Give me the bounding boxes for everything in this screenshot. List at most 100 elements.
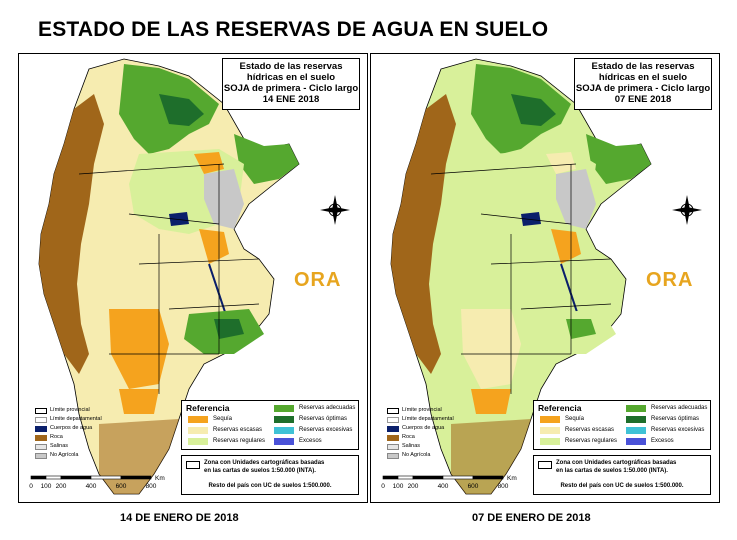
province-lines	[78, 163, 260, 394]
zona-rest: Resto del país con UC de suelos 1:500.00…	[560, 483, 684, 489]
legend-swatch	[35, 407, 47, 414]
optimas-pampa	[566, 319, 596, 339]
compass-icon	[672, 195, 702, 225]
lake-mar-chiquita	[169, 212, 189, 226]
zona-box: Zona con Unidades cartográficas basadas e…	[533, 455, 711, 495]
scale-tick: 100	[393, 483, 404, 490]
referencia-title: Referencia	[186, 403, 230, 413]
referencia-swatch	[188, 438, 208, 445]
scale-tick: 0	[381, 483, 385, 490]
legend-swatch	[35, 443, 47, 450]
legend-small-item: No Agrícola	[35, 451, 105, 460]
optimas-pampa	[214, 319, 244, 339]
legend-small-item: Límite provincial	[35, 406, 105, 415]
legend-small-item: Cuerpos de agua	[387, 424, 457, 433]
scale-tick: 0	[29, 483, 33, 490]
referencia-item: Reservas óptimas	[626, 414, 707, 425]
zona-swatch	[538, 461, 552, 469]
legend-swatch	[387, 407, 399, 414]
legend-swatch	[387, 443, 399, 450]
referencia-item: Reservas escasas	[188, 425, 265, 436]
map-panel-14-ene: Estado de las reservas hídricas en el sue…	[18, 53, 368, 503]
referencia-swatch	[626, 427, 646, 434]
optimas-north	[159, 94, 204, 126]
referencia-item: Excesos	[626, 436, 707, 447]
no-agricola-zone	[204, 169, 244, 229]
roca-zone	[39, 94, 104, 374]
ora-logo: ORA	[294, 269, 342, 291]
referencia-swatch	[274, 405, 294, 412]
legend-small-item: Límite departamental	[387, 415, 457, 424]
referencia-left-col: Sequía Reservas escasas Reservas regular…	[540, 414, 617, 447]
referencia-item: Sequía	[188, 414, 265, 425]
scale-tick: 400	[438, 483, 449, 490]
scale-tick: 800	[146, 483, 157, 490]
adecuadas-ne	[586, 134, 651, 184]
legend-small: Límite provincial Límite departamental C…	[387, 406, 457, 460]
legend-small-item: Límite provincial	[387, 406, 457, 415]
referencia-item: Reservas escasas	[540, 425, 617, 436]
sequia-center	[551, 229, 581, 264]
info-line: SOJA de primera - Ciclo largo	[223, 83, 359, 94]
referencia-item: Excesos	[274, 436, 355, 447]
scale-tick: 100	[41, 483, 52, 490]
info-line: 07 ENE 2018	[614, 94, 672, 105]
scale-tick: 400	[86, 483, 97, 490]
legend-swatch	[387, 434, 399, 441]
legend-small-item: Roca	[35, 433, 105, 442]
zona-rest: Resto del país con UC de suelos 1:500.00…	[208, 483, 332, 489]
legend-small-item: Roca	[387, 433, 457, 442]
referencia-item: Reservas adecuadas	[626, 403, 707, 414]
sequia-sw	[461, 309, 521, 389]
south-region	[451, 419, 531, 494]
info-line: Estado de las reservas	[239, 61, 343, 72]
legend-small-item: No Agrícola	[387, 451, 457, 460]
referencia-swatch	[274, 416, 294, 423]
no-agricola-zone	[556, 169, 596, 229]
legend-swatch	[387, 416, 399, 423]
referencia-item: Reservas óptimas	[274, 414, 355, 425]
referencia-right-col: Reservas adecuadas Reservas óptimas Rese…	[274, 403, 355, 447]
adecuadas-ne	[234, 134, 299, 184]
south-region	[99, 419, 179, 494]
referencia-swatch	[540, 438, 560, 445]
lake-mar-chiquita	[521, 212, 541, 226]
referencia-item: Reservas adecuadas	[274, 403, 355, 414]
legend-swatch	[35, 452, 47, 459]
main-title: ESTADO DE LAS RESERVAS DE AGUA EN SUELO	[38, 18, 549, 41]
sequia-north	[194, 152, 224, 174]
sequia-south	[119, 389, 159, 414]
scale-unit: Km	[507, 475, 517, 482]
zona-swatch	[186, 461, 200, 469]
caption-right: 07 DE ENERO DE 2018	[472, 512, 591, 524]
info-line: Estado de las reservas	[591, 61, 695, 72]
referencia-swatch	[626, 438, 646, 445]
legend-swatch	[35, 434, 47, 441]
referencia-swatch	[274, 438, 294, 445]
sequia-center	[199, 229, 229, 264]
zona-row: Zona con Unidades cartográficas basadas e…	[186, 460, 324, 475]
legend-small-item: Salinas	[35, 442, 105, 451]
scale-unit: Km	[155, 475, 165, 482]
legend-swatch	[35, 416, 47, 423]
referencia-swatch	[626, 405, 646, 412]
legend-swatch	[387, 425, 399, 432]
province-lines	[430, 163, 612, 394]
referencia-swatch	[188, 416, 208, 423]
referencia-swatch	[626, 416, 646, 423]
sequia-sw	[109, 309, 169, 389]
referencia-right-col: Reservas adecuadas Reservas óptimas Rese…	[626, 403, 707, 447]
legend-small: Límite provincial Límite departamental C…	[35, 406, 105, 460]
info-line: 14 ENE 2018	[262, 94, 320, 105]
referencia-item: Reservas regulares	[188, 436, 265, 447]
info-line: SOJA de primera - Ciclo largo	[575, 83, 711, 94]
legend-swatch	[35, 425, 47, 432]
referencia-swatch	[540, 416, 560, 423]
ora-logo: ORA	[646, 269, 694, 291]
optimas-north	[511, 94, 556, 126]
sequia-north	[546, 152, 576, 174]
referencia-item: Reservas regulares	[540, 436, 617, 447]
legend-small-item: Salinas	[387, 442, 457, 451]
referencia-left-col: Sequía Reservas escasas Reservas regular…	[188, 414, 265, 447]
scale-bar: 0 100 200 400 600 800 Km	[29, 475, 165, 490]
